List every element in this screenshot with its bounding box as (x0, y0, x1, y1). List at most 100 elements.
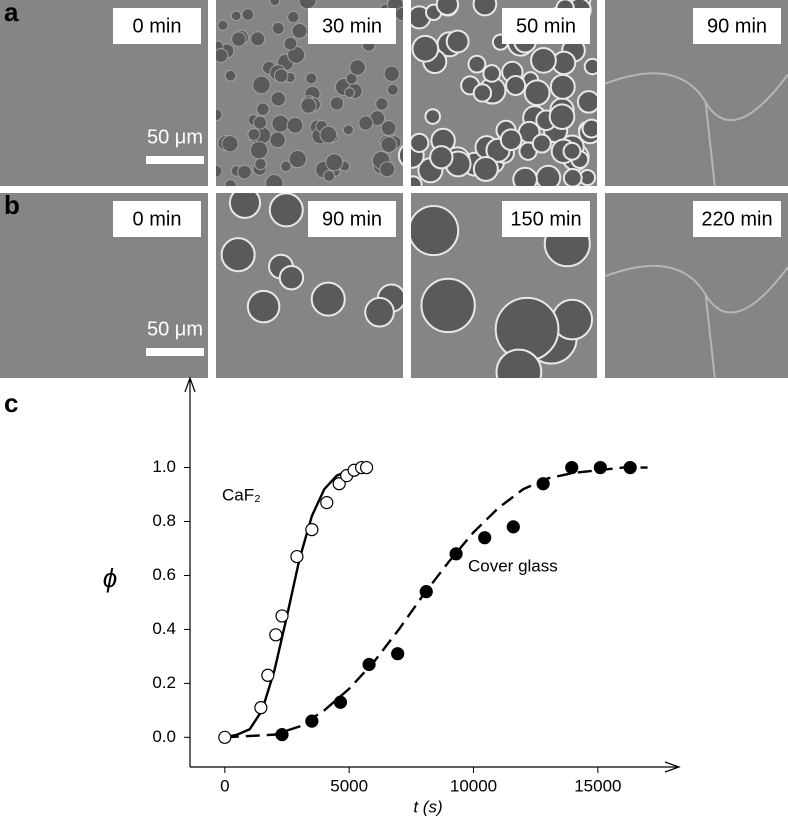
domain (246, 289, 281, 324)
domain (420, 277, 476, 334)
domain (562, 168, 583, 188)
panel-label: b (4, 190, 20, 220)
domain (548, 103, 576, 130)
label-box (113, 8, 201, 44)
x-axis-label: t (s) (413, 797, 442, 816)
domain (269, 131, 286, 149)
domain (482, 64, 502, 83)
domain (280, 160, 292, 173)
domain (411, 34, 440, 63)
domain (287, 10, 300, 24)
frame-label: 90 min (322, 208, 382, 230)
data-point (254, 701, 268, 715)
domain (505, 74, 527, 97)
data-point (536, 477, 550, 491)
domain (271, 114, 290, 133)
fit-curve (224, 466, 648, 739)
y-tick-label: 0.6 (152, 565, 176, 584)
domain (300, 97, 317, 114)
frame-label: 30 min (322, 15, 382, 37)
domain (424, 108, 442, 125)
data-point (320, 496, 334, 510)
domain (310, 281, 346, 317)
domain (364, 296, 395, 328)
domain (271, 21, 285, 35)
data-point (565, 460, 579, 475)
domain (268, 192, 304, 228)
data-point (305, 522, 319, 537)
domain (435, 0, 460, 17)
domain (230, 10, 242, 22)
data-point (362, 657, 376, 672)
domain (278, 264, 305, 291)
data-point (290, 549, 304, 564)
frame-label: 0 min (133, 15, 182, 37)
domain (288, 149, 307, 169)
domain (472, 0, 498, 17)
domain (319, 125, 338, 144)
domain (429, 145, 454, 170)
y-tick-label: 0.8 (152, 511, 176, 530)
annotation: CaF₂ (222, 485, 261, 504)
label-box (502, 8, 590, 44)
domain (224, 69, 237, 82)
data-point (391, 647, 405, 661)
y-tick-label: 0.0 (152, 727, 176, 746)
y-tick-label: 1.0 (152, 457, 176, 476)
scale-bar-label: 50 μm (147, 126, 203, 148)
domain (237, 164, 252, 180)
data-point (261, 668, 275, 682)
frame-label: 90 min (707, 15, 767, 37)
domain (342, 124, 354, 136)
domain (220, 237, 256, 273)
domain (349, 59, 366, 76)
domain (472, 155, 499, 182)
x-tick-label: 10000 (450, 776, 497, 795)
domain (325, 153, 344, 172)
domain (375, 97, 389, 111)
domain (329, 96, 345, 111)
domain (249, 141, 269, 160)
domain (291, 22, 308, 39)
domain (273, 68, 289, 83)
domain (323, 169, 336, 182)
domain (530, 46, 557, 74)
data-point (449, 547, 463, 561)
data-point (478, 531, 492, 545)
domain-boundary (604, 264, 788, 379)
data-point (218, 730, 232, 744)
data-point (332, 477, 346, 491)
scale-bar (146, 156, 204, 164)
domain (283, 36, 298, 51)
domain (298, 0, 317, 10)
data-point (275, 609, 289, 623)
domain (386, 83, 399, 96)
domain (409, 132, 430, 153)
domain (380, 136, 398, 153)
label-box (308, 8, 396, 44)
scale-bar (146, 348, 204, 356)
domain (252, 75, 271, 95)
y-tick-label: 0.4 (152, 619, 176, 638)
domain (241, 8, 255, 21)
domain (221, 135, 239, 153)
domain (344, 87, 355, 99)
label-box (308, 201, 396, 237)
y-tick-label: 0.2 (152, 673, 176, 692)
domain (256, 102, 270, 116)
domain (358, 115, 374, 131)
y-axis-label: ϕ (103, 563, 117, 593)
data-point (359, 460, 374, 475)
domain (531, 133, 552, 154)
domain (286, 116, 304, 134)
data-point (623, 460, 637, 475)
domain (250, 31, 266, 47)
data-point (275, 728, 289, 742)
data-point (593, 460, 607, 475)
domain (576, 90, 601, 114)
domain (217, 19, 229, 31)
domain-boundary (604, 72, 788, 187)
fit-curve (224, 466, 362, 739)
domain (380, 120, 397, 136)
y-axis (184, 376, 196, 767)
